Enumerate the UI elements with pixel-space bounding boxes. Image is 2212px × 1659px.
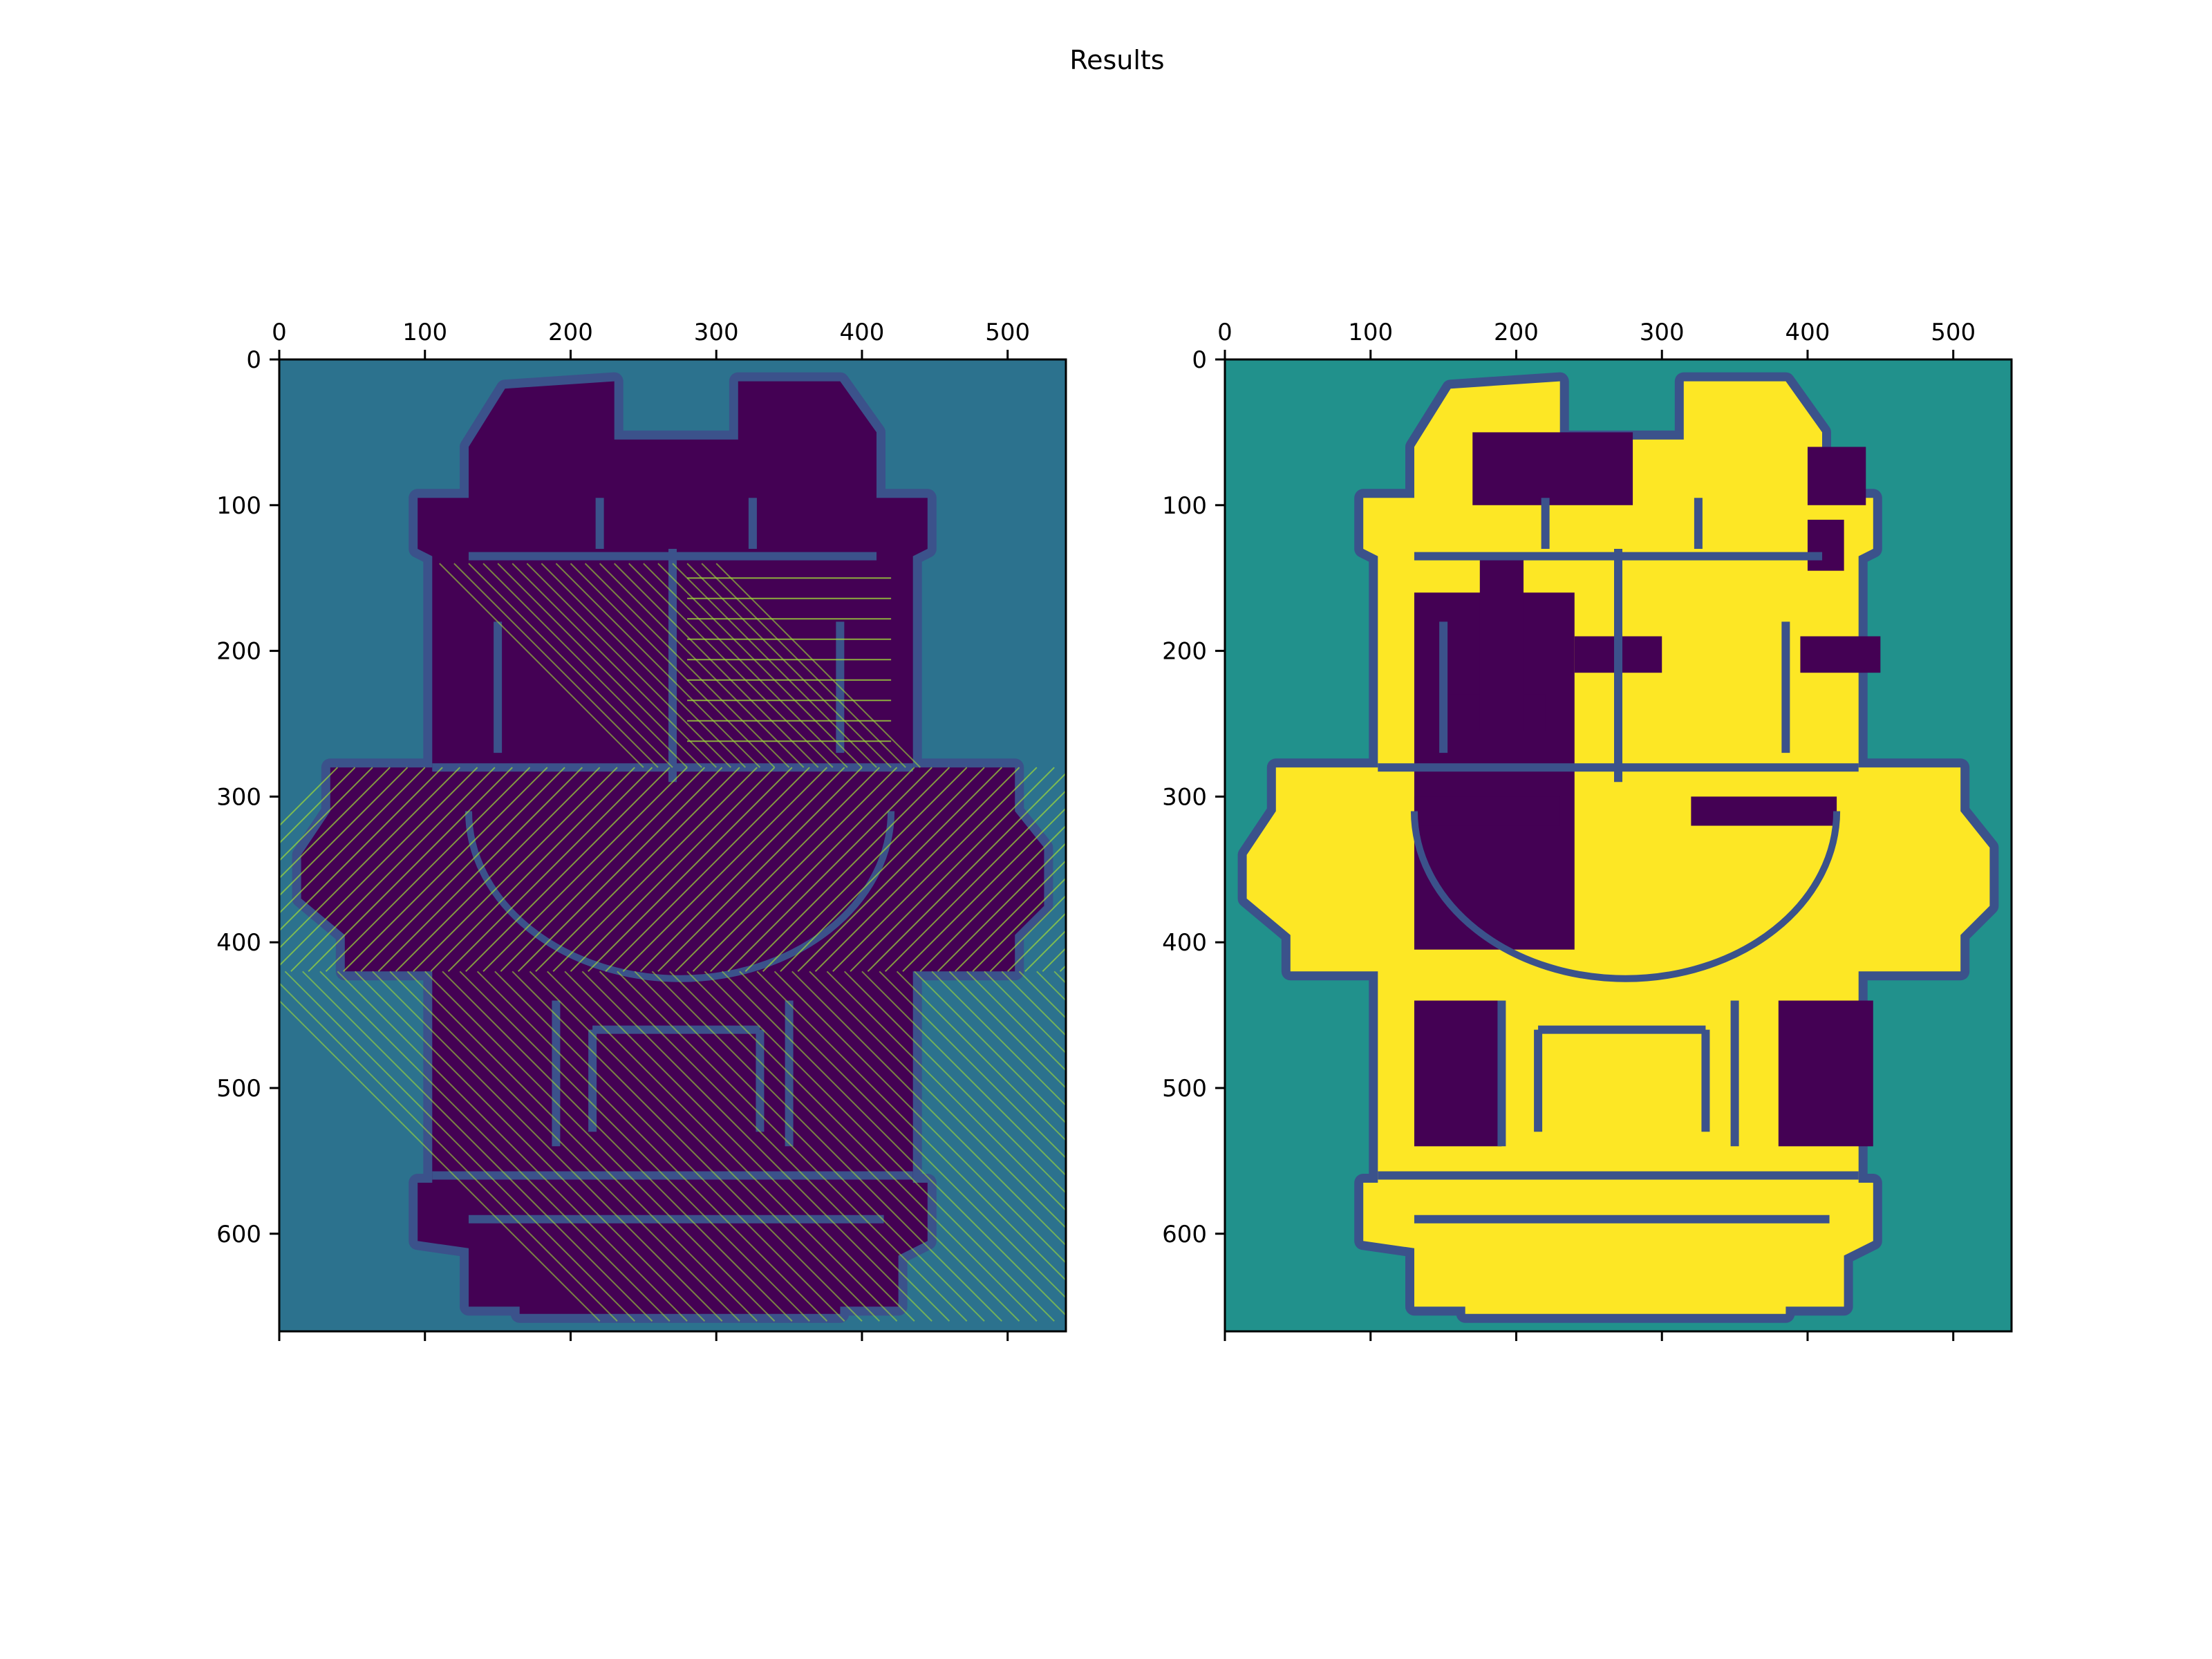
x-tick-label: 0 <box>1217 319 1232 346</box>
x-tick-label: 300 <box>1640 319 1685 346</box>
x-tick-label: 200 <box>548 319 593 346</box>
x-tick-label: 500 <box>985 319 1030 346</box>
y-tick-label: 400 <box>216 929 261 957</box>
room-block <box>1414 1000 1502 1147</box>
y-tick-label: 200 <box>1162 638 1207 666</box>
heatmap-panel-1: 0 100 200 300 400 500 0 100 200 300 400 500 600 <box>216 319 1067 1341</box>
coverage-path <box>279 563 1066 1322</box>
y-tick-label: 100 <box>1162 492 1207 520</box>
heatmap-panel-2: 0 100 200 300 400 500 0 100 200 300 400 500 600 <box>1162 319 2013 1341</box>
y-tick-label: 100 <box>216 492 261 520</box>
building-interior <box>301 381 1044 1314</box>
room-block <box>1807 519 1844 571</box>
x-tick-label: 300 <box>694 319 739 346</box>
x-tick-label: 400 <box>840 319 885 346</box>
y-tick-label: 300 <box>1162 783 1207 811</box>
x-tick-label: 500 <box>1931 319 1976 346</box>
room-block <box>1807 447 1866 505</box>
figure-title: Results <box>1069 45 1164 75</box>
heatmap-image <box>1225 359 2012 1331</box>
semicircle-wall <box>1410 811 1841 982</box>
y-tick-label: 0 <box>1192 346 1207 374</box>
y-tick-label: 300 <box>216 783 261 811</box>
room-block <box>1691 796 1837 826</box>
axes-frame <box>278 358 1067 1333</box>
axes-frame <box>1224 358 2013 1333</box>
x-tick-label: 400 <box>1785 319 1830 346</box>
x-tick-label: 100 <box>402 319 447 346</box>
x-tick-label: 100 <box>1348 319 1393 346</box>
y-tick-label: 200 <box>216 638 261 666</box>
room-block <box>1472 432 1633 505</box>
y-tick-label: 400 <box>1162 929 1207 957</box>
heatmap-image <box>279 359 1066 1331</box>
x-tick-label: 200 <box>1494 319 1539 346</box>
room-block <box>1414 796 1560 826</box>
y-tick-label: 500 <box>216 1075 261 1103</box>
room-block <box>1479 556 1524 731</box>
x-tick-label: 0 <box>272 319 287 346</box>
y-tick-label: 600 <box>1162 1221 1207 1248</box>
room-block <box>1800 636 1881 673</box>
y-tick-label: 500 <box>1162 1075 1207 1103</box>
y-tick-label: 600 <box>216 1221 261 1248</box>
room-block <box>1778 1000 1873 1147</box>
y-tick-label: 0 <box>246 346 261 374</box>
